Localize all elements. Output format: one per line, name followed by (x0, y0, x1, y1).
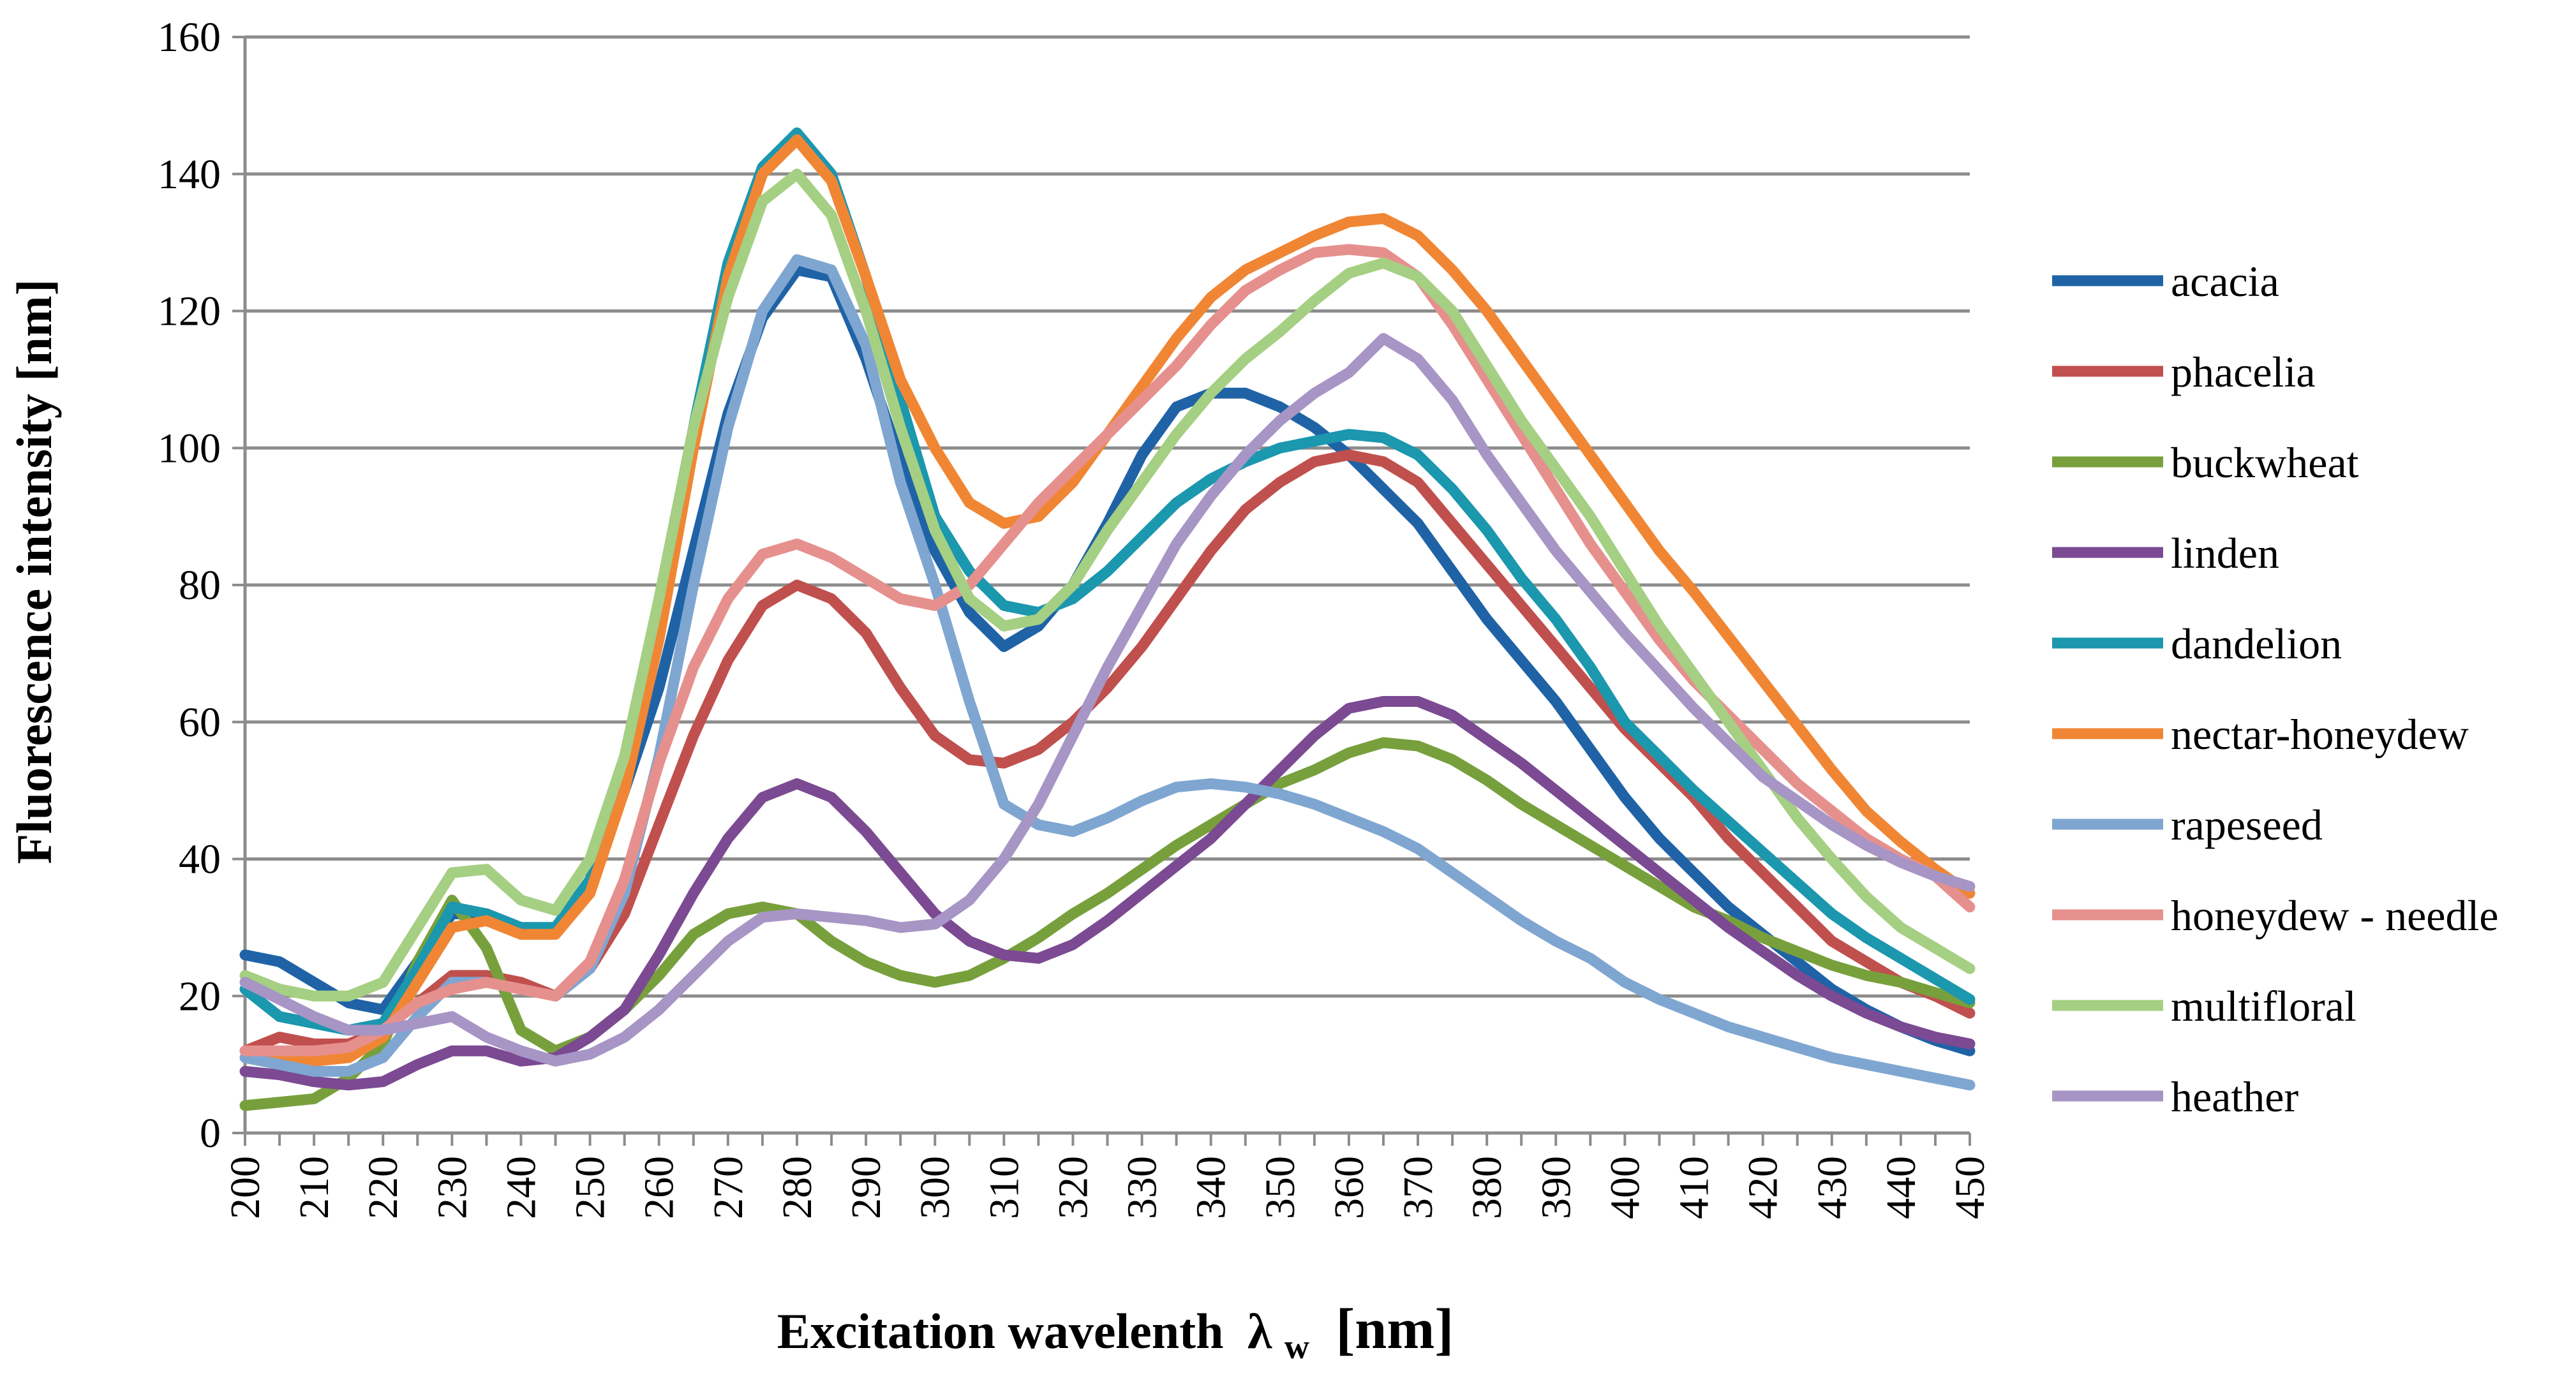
x-tick-label: 370 (1395, 1156, 1441, 1219)
legend-label-rapeseed: rapeseed (2171, 801, 2323, 849)
x-tick-label: 230 (429, 1156, 475, 1219)
x-tick-label: 400 (1602, 1156, 1648, 1219)
series-line-heather (239, 333, 1976, 1067)
x-tick-label: 430 (1809, 1156, 1856, 1219)
y-tick-label: 40 (179, 836, 221, 883)
legend-label-heather: heather (2171, 1072, 2298, 1121)
legend-label-linden: linden (2171, 529, 2279, 577)
series-line-buckwheat (239, 737, 1976, 1111)
legend-label-acacia: acacia (2171, 257, 2279, 306)
x-tick-label: 440 (1878, 1156, 1925, 1219)
x-tick-label: 360 (1326, 1156, 1373, 1219)
legend-label-buckwheat: buckwheat (2171, 438, 2359, 487)
x-tick-label: 260 (636, 1156, 683, 1219)
x-tick-label: 290 (843, 1156, 890, 1219)
y-tick-label: 60 (179, 699, 221, 746)
x-tick-label: 320 (1050, 1156, 1096, 1219)
x-tick-label: 240 (498, 1156, 544, 1219)
legend-label-multifloral: multifloral (2171, 982, 2356, 1030)
grid (245, 35, 1970, 998)
x-axis-title-text: Excitation wavelenth (777, 1303, 1224, 1359)
legend-label-honeydew-needle: honeydew - needle (2171, 891, 2499, 940)
legend: acacia phacelia buckwheat linden dandelion ne… (2052, 257, 2499, 1121)
legend-label-phacelia: phacelia (2171, 348, 2316, 396)
x-axis-title-unit: [nm] (1336, 1298, 1454, 1361)
x-tick-label: 420 (1740, 1156, 1787, 1219)
x-tick-label: 310 (981, 1156, 1027, 1219)
series-line-linden (239, 696, 1976, 1091)
x-tick-label: 380 (1464, 1156, 1510, 1219)
y-tick-label: 140 (158, 151, 221, 198)
x-axis-title-subscript: w (1284, 1328, 1309, 1366)
series-lines (239, 127, 1976, 1111)
y-tick-label: 160 (158, 14, 221, 61)
axes: 0 20 40 60 80 100 120 140 160 200 210 220 230 240 250 2… (158, 14, 1993, 1219)
x-tick-label: 270 (705, 1156, 752, 1219)
x-tick-label: 200 (222, 1156, 269, 1219)
y-tick-label: 80 (179, 562, 221, 609)
x-tick-label: 450 (1947, 1156, 1993, 1219)
legend-label-nectar-honeydew: nectar-honeydew (2171, 710, 2469, 759)
y-axis-title: Fluorescence intensity [nm] (6, 279, 62, 864)
x-tick-label: 390 (1533, 1156, 1579, 1219)
x-tick-label: 280 (774, 1156, 821, 1219)
y-tick-label: 120 (158, 288, 221, 335)
x-tick-label: 250 (567, 1156, 614, 1219)
series-line-phacelia (239, 449, 1976, 1056)
x-tick-label: 340 (1188, 1156, 1235, 1219)
series-line-multifloral (239, 168, 1976, 1002)
series-line-dandelion (239, 127, 1976, 1036)
x-tick-label: 350 (1257, 1156, 1304, 1219)
x-tick-label: 210 (291, 1156, 338, 1219)
x-tick-label: 300 (912, 1156, 958, 1219)
x-axis-title-symbol: λ (1247, 1303, 1272, 1359)
x-tick-label: 220 (360, 1156, 406, 1219)
legend-label-dandelion: dandelion (2171, 619, 2342, 668)
y-tick-label: 0 (200, 1110, 221, 1157)
y-tick-label: 100 (158, 425, 221, 471)
x-tick-label: 330 (1119, 1156, 1166, 1219)
y-tick-label: 20 (179, 973, 221, 1019)
x-tick-label: 410 (1671, 1156, 1718, 1219)
x-axis-title: Excitation wavelenth λ w [nm] (777, 1298, 1454, 1369)
